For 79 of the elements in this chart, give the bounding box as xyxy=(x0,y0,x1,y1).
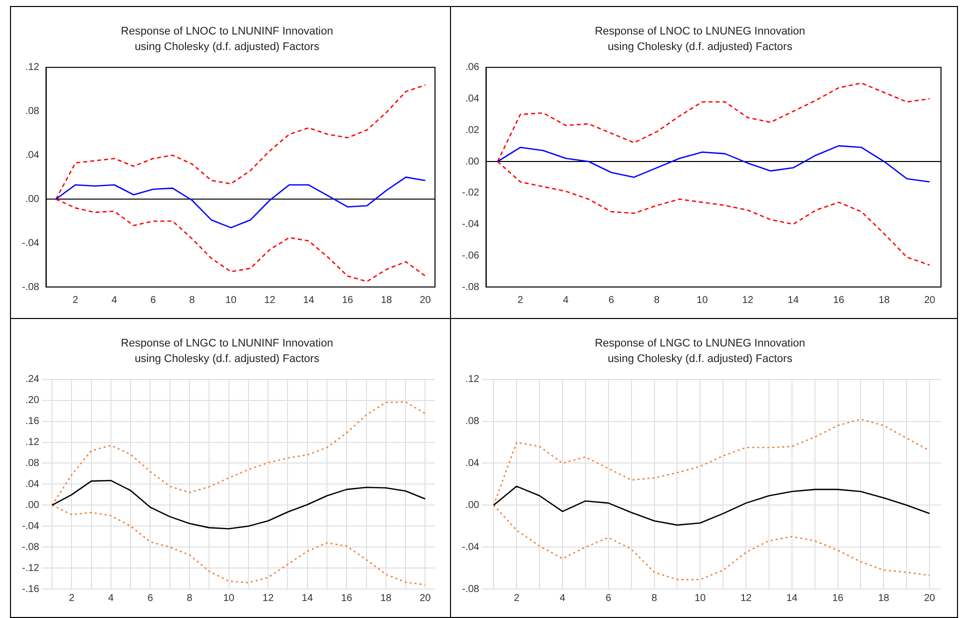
x-tick-label: 18 xyxy=(380,294,392,306)
x-tick-label: 4 xyxy=(560,592,566,604)
x-tick-label: 20 xyxy=(420,592,432,604)
y-tick-label: .00 xyxy=(465,500,480,511)
y-tick-label: -.12 xyxy=(22,562,40,574)
y-tick-label: .12 xyxy=(25,62,40,74)
y-tick-label: -.06 xyxy=(462,250,480,262)
y-tick-label: .08 xyxy=(25,458,40,469)
y-tick-label: .04 xyxy=(25,150,40,161)
x-tick-label: 10 xyxy=(694,592,706,604)
y-tick-label: .12 xyxy=(25,437,40,448)
x-tick-label: 4 xyxy=(563,294,570,306)
x-tick-label: 20 xyxy=(924,294,936,306)
x-tick-label: 18 xyxy=(380,592,392,604)
x-tick-label: 14 xyxy=(302,592,314,604)
y-tick-label: -.08 xyxy=(462,282,480,293)
x-tick-label: 2 xyxy=(518,294,524,306)
x-tick-label: 14 xyxy=(788,294,800,306)
x-tick-label: 20 xyxy=(924,592,936,604)
y-tick-label: -.04 xyxy=(22,238,40,249)
x-tick-label: 6 xyxy=(150,294,156,306)
y-tick-label: .04 xyxy=(465,458,480,469)
x-tick-label: 12 xyxy=(740,592,752,604)
x-tick-label: 18 xyxy=(878,592,890,604)
x-tick-label: 10 xyxy=(696,294,708,306)
x-tick-label: 20 xyxy=(420,294,432,306)
x-tick-label: 2 xyxy=(72,294,79,306)
chart-title: Response of LNGC to LNUNINF Innovation xyxy=(120,338,334,350)
y-tick-label: .20 xyxy=(25,395,40,406)
y-tick-label: .08 xyxy=(465,416,480,428)
y-tick-label: .16 xyxy=(25,416,40,428)
x-tick-label: 8 xyxy=(654,294,660,306)
x-tick-label: 2 xyxy=(514,592,520,604)
y-tick-label: -.04 xyxy=(22,520,40,532)
y-tick-label: .00 xyxy=(465,156,480,168)
y-tick-label: -.08 xyxy=(22,542,40,553)
y-tick-label: -.08 xyxy=(462,584,480,595)
x-tick-label: 6 xyxy=(147,592,154,604)
x-tick-label: 10 xyxy=(225,294,237,306)
y-tick-label: .04 xyxy=(25,478,40,490)
y-tick-label: .04 xyxy=(465,94,480,105)
x-tick-label: 4 xyxy=(111,294,118,306)
x-tick-label: 16 xyxy=(833,294,845,306)
x-tick-label: 6 xyxy=(606,592,612,604)
y-tick-label: .24 xyxy=(25,374,40,386)
x-tick-label: 2 xyxy=(68,592,75,604)
x-tick-label: 10 xyxy=(223,592,235,604)
x-tick-label: 8 xyxy=(186,592,193,604)
y-tick-label: -.04 xyxy=(462,542,480,553)
y-tick-label: -.02 xyxy=(462,188,480,199)
y-tick-label: -.16 xyxy=(22,584,40,595)
y-tick-label: -.04 xyxy=(462,219,480,230)
chart-title: Response of LNGC to LNUNEG Innovation xyxy=(594,338,806,350)
x-tick-label: 4 xyxy=(108,592,114,604)
x-tick-label: 14 xyxy=(303,294,315,306)
chart-title: Response of LNOC to LNUNINF Innovation xyxy=(120,26,334,38)
y-tick-label: -.08 xyxy=(22,282,40,293)
x-tick-label: 16 xyxy=(832,592,844,604)
x-tick-label: 8 xyxy=(651,592,658,604)
x-tick-label: 18 xyxy=(878,294,890,306)
y-tick-label: .08 xyxy=(25,106,40,118)
y-tick-label: .00 xyxy=(25,194,40,205)
x-tick-label: 8 xyxy=(189,294,196,306)
x-tick-label: 16 xyxy=(341,592,353,604)
x-tick-label: 16 xyxy=(342,294,354,306)
y-tick-label: .02 xyxy=(465,124,480,136)
y-tick-label: .06 xyxy=(465,62,480,74)
y-tick-label: .12 xyxy=(465,374,480,386)
x-tick-label: 12 xyxy=(742,294,754,306)
chart-subtitle: using Cholesky (d.f. adjusted) Factors xyxy=(608,40,793,53)
x-tick-label: 14 xyxy=(786,592,798,604)
x-tick-label: 6 xyxy=(608,294,615,306)
chart-title: Response of LNOC to LNUNEG Innovation xyxy=(594,26,806,38)
chart-subtitle: using Cholesky (d.f. adjusted) Factors xyxy=(134,40,320,53)
y-tick-label: .00 xyxy=(25,500,40,511)
x-tick-label: 12 xyxy=(262,592,274,604)
chart-subtitle: using Cholesky (d.f. adjusted) Factors xyxy=(608,352,793,365)
chart-subtitle: using Cholesky (d.f. adjusted) Factors xyxy=(134,352,320,365)
x-tick-label: 12 xyxy=(264,294,276,306)
